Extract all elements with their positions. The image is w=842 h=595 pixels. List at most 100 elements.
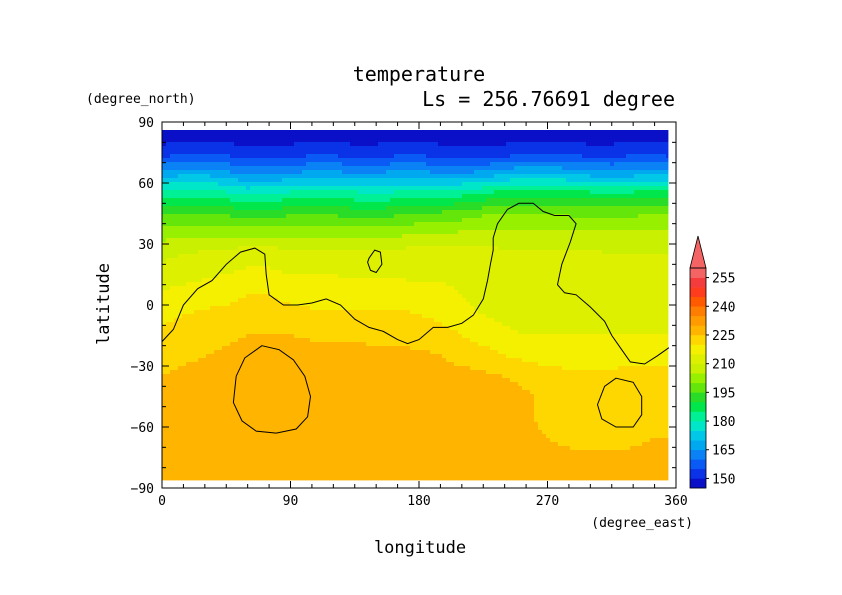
- heatmap-cell: [226, 266, 231, 271]
- heatmap-cell: [486, 138, 491, 143]
- heatmap-cell: [294, 178, 299, 183]
- x-axis-label: longitude: [374, 538, 466, 558]
- heatmap-cell: [342, 218, 347, 223]
- heatmap-cell: [226, 218, 231, 223]
- heatmap-cell: [310, 278, 315, 283]
- heatmap-cell: [190, 186, 195, 191]
- heatmap-cell: [378, 194, 383, 199]
- heatmap-cell: [506, 158, 511, 163]
- heatmap-cell: [534, 194, 539, 199]
- heatmap-cell: [526, 254, 531, 259]
- heatmap-cell: [166, 146, 171, 151]
- heatmap-cell: [590, 130, 595, 135]
- heatmap-cell: [546, 166, 551, 171]
- heatmap-cell: [366, 282, 371, 287]
- heatmap-cell: [190, 286, 195, 291]
- heatmap-cell: [270, 270, 275, 275]
- heatmap-cell: [530, 218, 535, 223]
- heatmap-cell: [250, 214, 255, 219]
- heatmap-cell: [570, 258, 575, 263]
- heatmap-cell: [650, 218, 655, 223]
- heatmap-cell: [470, 198, 475, 203]
- heatmap-cell: [482, 250, 487, 255]
- heatmap-cell: [450, 282, 455, 287]
- heatmap-cell: [190, 266, 195, 271]
- heatmap-cell: [522, 154, 527, 159]
- heatmap-cell: [458, 246, 463, 251]
- heatmap-cell: [590, 162, 595, 167]
- heatmap-cell: [274, 222, 279, 227]
- heatmap-cell: [334, 150, 339, 155]
- heatmap-cell: [266, 238, 271, 243]
- heatmap-cell: [266, 134, 271, 139]
- heatmap-cell: [414, 278, 419, 283]
- heatmap-cell: [390, 246, 395, 251]
- heatmap-cell: [346, 182, 351, 187]
- heatmap-cell: [202, 238, 207, 243]
- heatmap-cell: [426, 230, 431, 235]
- heatmap-cell: [410, 130, 415, 135]
- heatmap-cell: [310, 242, 315, 247]
- heatmap-cell: [218, 254, 223, 259]
- heatmap-cell: [582, 178, 587, 183]
- heatmap-cell: [574, 186, 579, 191]
- heatmap-cell: [470, 202, 475, 207]
- heatmap-cell: [410, 246, 415, 251]
- heatmap-cell: [182, 186, 187, 191]
- heatmap-cell: [530, 266, 535, 271]
- heatmap-cell: [478, 250, 483, 255]
- heatmap-cell: [430, 206, 435, 211]
- heatmap-cell: [370, 258, 375, 263]
- heatmap-cell: [642, 202, 647, 207]
- heatmap-cell: [166, 278, 171, 283]
- heatmap-cell: [182, 150, 187, 155]
- heatmap-cell: [382, 134, 387, 139]
- heatmap-cell: [386, 258, 391, 263]
- heatmap-cell: [410, 266, 415, 271]
- heatmap-cell: [466, 266, 471, 271]
- heatmap-cell: [590, 246, 595, 251]
- heatmap-cell: [310, 258, 315, 263]
- heatmap-cell: [510, 134, 515, 139]
- heatmap-cell: [346, 218, 351, 223]
- heatmap-cell: [166, 182, 171, 187]
- heatmap-cell: [490, 278, 495, 283]
- heatmap-cell: [626, 138, 631, 143]
- heatmap-cell: [454, 174, 459, 179]
- heatmap-cell: [638, 202, 643, 207]
- heatmap-cell: [222, 182, 227, 187]
- heatmap-cell: [518, 142, 523, 147]
- heatmap-cell: [474, 162, 479, 167]
- heatmap-cell: [642, 222, 647, 227]
- heatmap-cell: [414, 178, 419, 183]
- heatmap-cell: [570, 214, 575, 219]
- heatmap-cell: [518, 206, 523, 211]
- heatmap-cell: [402, 250, 407, 255]
- heatmap-cell: [506, 214, 511, 219]
- heatmap-cell: [654, 206, 659, 211]
- heatmap-cell: [334, 214, 339, 219]
- heatmap-cell: [658, 242, 663, 247]
- heatmap-cell: [590, 282, 595, 287]
- heatmap-cell: [350, 250, 355, 255]
- heatmap-cell: [658, 150, 663, 155]
- heatmap-cell: [538, 154, 543, 159]
- heatmap-cell: [554, 210, 559, 215]
- heatmap-cell: [322, 218, 327, 223]
- heatmap-cell: [322, 258, 327, 263]
- heatmap-cell: [610, 214, 615, 219]
- heatmap-cell: [162, 222, 167, 227]
- heatmap-cell: [370, 234, 375, 239]
- heatmap-cell: [202, 190, 207, 195]
- heatmap-cell: [622, 222, 627, 227]
- heatmap-cell: [606, 142, 611, 147]
- heatmap-cell: [450, 238, 455, 243]
- heatmap-cell: [426, 278, 431, 283]
- heatmap-cell: [226, 214, 231, 219]
- heatmap-cell: [586, 178, 591, 183]
- heatmap-cell: [202, 270, 207, 275]
- heatmap-cell: [350, 170, 355, 175]
- heatmap-cell: [466, 230, 471, 235]
- heatmap-cell: [286, 174, 291, 179]
- heatmap-cell: [618, 182, 623, 187]
